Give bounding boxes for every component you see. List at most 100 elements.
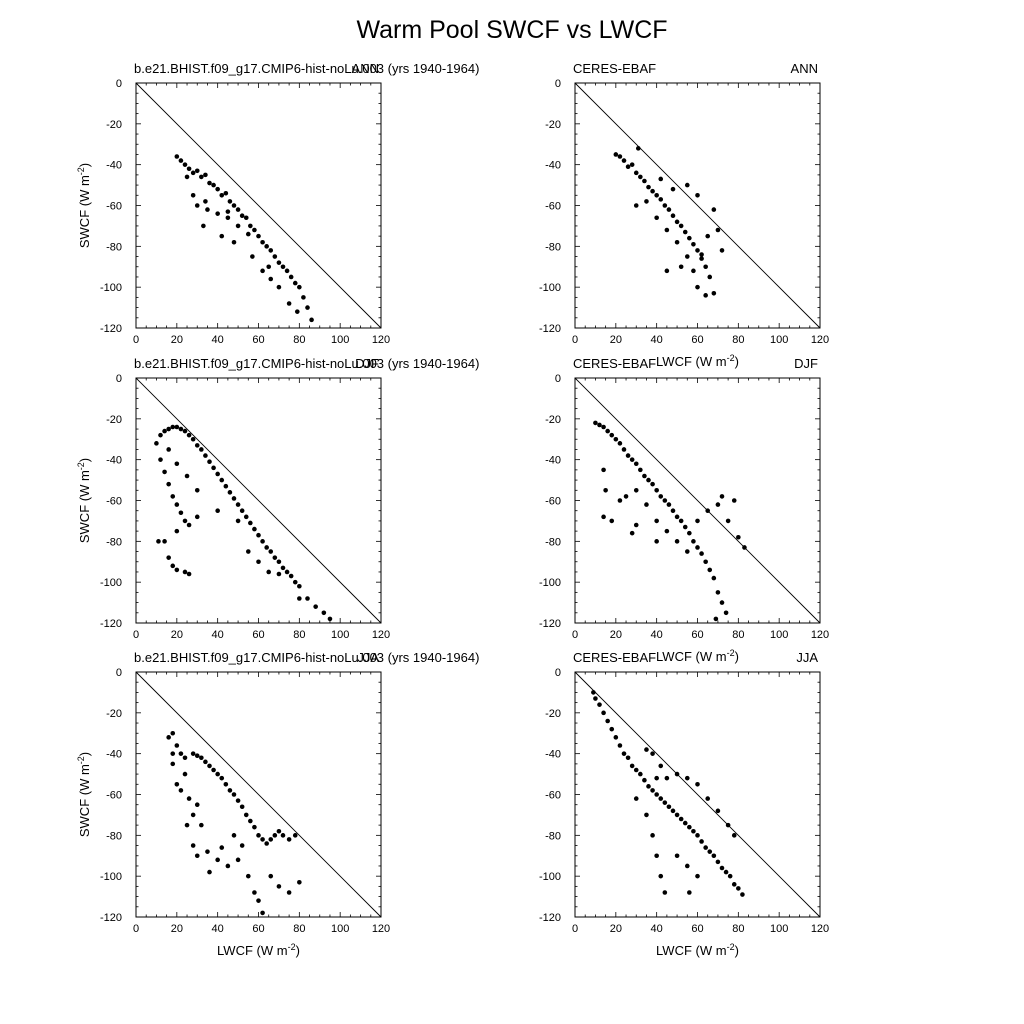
data-point xyxy=(215,508,220,514)
data-point xyxy=(215,771,220,777)
data-point xyxy=(264,244,269,249)
y-tick-label: -40 xyxy=(106,455,122,467)
data-point xyxy=(644,812,649,818)
data-point xyxy=(617,498,623,503)
y-tick-label: -20 xyxy=(545,414,561,426)
figure-title: Warm Pool SWCF vs LWCF xyxy=(356,16,668,44)
data-point xyxy=(194,514,200,520)
data-point xyxy=(207,763,212,769)
data-point xyxy=(276,284,282,290)
data-point xyxy=(201,223,206,229)
y-tick-label: -120 xyxy=(539,912,561,924)
panel-season-label: ANN xyxy=(791,61,818,76)
data-point xyxy=(194,802,200,808)
x-tick-label: 60 xyxy=(691,923,703,935)
data-point xyxy=(674,514,680,520)
data-point xyxy=(194,168,200,174)
data-point xyxy=(292,280,298,286)
data-point xyxy=(268,873,274,879)
data-point xyxy=(227,199,233,204)
data-point xyxy=(174,567,180,573)
y-tick-label: -80 xyxy=(545,241,561,253)
data-point xyxy=(231,239,237,245)
data-point xyxy=(321,610,327,616)
data-point xyxy=(260,539,265,544)
data-point xyxy=(170,424,176,430)
data-point xyxy=(593,420,598,426)
scatter-panel: 0 20 40 60 80 100 120 0 -20 -40 -60 -80 -100 -120 CERE… xyxy=(539,650,829,958)
data-point xyxy=(248,818,253,824)
data-point xyxy=(178,158,184,163)
x-tick-label: 40 xyxy=(212,334,224,346)
data-point xyxy=(225,209,231,214)
x-tick-label: 80 xyxy=(732,923,744,935)
y-tick-label: -80 xyxy=(545,830,561,842)
reference-line xyxy=(135,82,382,329)
x-tick-label: 0 xyxy=(133,629,139,641)
data-point xyxy=(268,248,274,253)
x-tick-label: 80 xyxy=(293,334,305,346)
y-tick-label: -20 xyxy=(545,119,561,131)
data-point xyxy=(646,477,651,483)
data-point xyxy=(666,502,672,507)
data-point xyxy=(256,233,261,239)
data-point xyxy=(252,890,257,895)
data-point xyxy=(625,755,631,761)
data-point xyxy=(593,696,598,701)
data-point xyxy=(719,248,725,253)
scatter-panel: 0 20 40 60 80 100 120 0 -20 -40 -60 -80 -100 -120 CERE… xyxy=(539,61,829,369)
data-point xyxy=(725,518,731,524)
data-point xyxy=(678,816,684,822)
data-point xyxy=(207,869,212,875)
data-point xyxy=(658,176,664,182)
data-point xyxy=(731,498,737,503)
data-point xyxy=(186,571,192,577)
y-tick-label: -100 xyxy=(100,871,122,883)
panel-season-label: JJA xyxy=(357,650,379,665)
y-tick-label: -80 xyxy=(106,830,122,842)
data-point xyxy=(297,879,302,885)
y-tick-label: -20 xyxy=(106,414,122,426)
y-tick-label: -80 xyxy=(545,536,561,548)
data-point xyxy=(682,820,688,826)
data-point xyxy=(170,751,176,756)
data-point xyxy=(597,422,602,428)
data-point xyxy=(162,428,167,434)
data-point xyxy=(215,186,220,192)
data-point xyxy=(166,481,171,487)
data-point xyxy=(154,441,159,446)
x-tick-label: 0 xyxy=(572,923,578,935)
y-tick-label: -100 xyxy=(539,282,561,294)
data-point xyxy=(211,465,216,471)
data-point xyxy=(684,182,690,188)
data-point xyxy=(650,751,655,756)
data-point xyxy=(190,843,196,848)
data-point xyxy=(260,268,265,274)
data-point xyxy=(682,229,688,235)
data-point xyxy=(178,426,184,432)
data-point xyxy=(621,447,627,452)
data-point xyxy=(625,453,631,458)
data-point xyxy=(194,203,200,208)
data-point xyxy=(225,215,231,221)
data-point xyxy=(646,184,651,190)
data-point xyxy=(245,549,251,554)
data-point xyxy=(280,833,286,838)
data-point xyxy=(633,796,639,801)
data-point xyxy=(215,211,220,216)
x-tick-label: 100 xyxy=(331,334,349,346)
data-point xyxy=(703,559,708,565)
data-point xyxy=(650,833,655,838)
panel-left-title: CERES-EBAF xyxy=(573,650,656,665)
data-point xyxy=(605,718,610,724)
x-tick-label: 60 xyxy=(691,629,703,641)
y-tick-label: -120 xyxy=(100,912,122,924)
data-point xyxy=(174,461,180,467)
data-point xyxy=(223,483,229,489)
data-point xyxy=(601,514,606,520)
data-point xyxy=(272,254,278,259)
data-point xyxy=(243,812,249,818)
y-tick-label: -100 xyxy=(539,577,561,589)
x-tick-label: 100 xyxy=(331,629,349,641)
x-tick-label: 0 xyxy=(572,629,578,641)
